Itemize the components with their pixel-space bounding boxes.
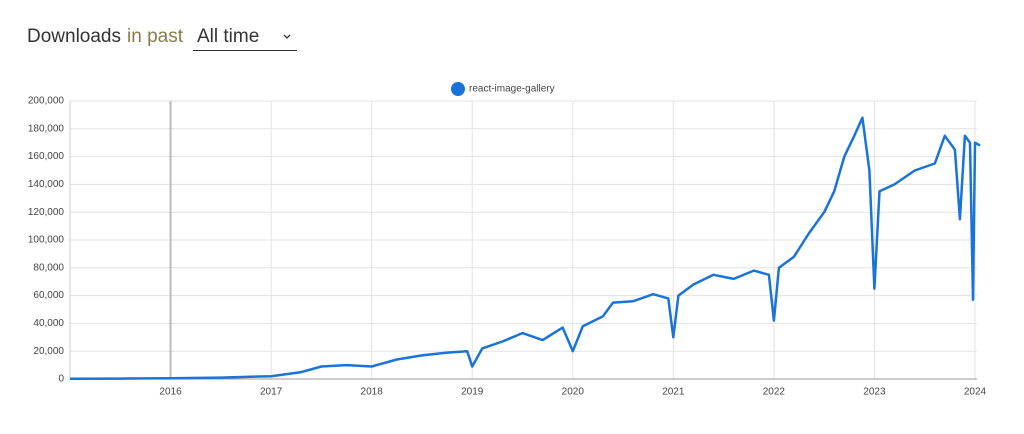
- connector: in past: [127, 26, 183, 47]
- x-tick-label: 2016: [159, 387, 182, 398]
- line: [69, 116, 981, 380]
- y-tick-label: 180,000: [28, 123, 65, 134]
- range-value: All time: [196, 26, 260, 47]
- y-tick-label: 140,000: [28, 179, 65, 190]
- range-select[interactable]: All time: [192, 26, 298, 51]
- y-tick-label: 100,000: [28, 235, 65, 246]
- y-tick-label: 0: [58, 374, 64, 385]
- y-tick-label: 60,000: [33, 290, 64, 301]
- x-tick-label: 2023: [863, 387, 886, 398]
- y-tick-label: 40,000: [33, 318, 64, 329]
- y-tick-label: 200,000: [28, 96, 65, 107]
- x-tick-label: 2018: [361, 387, 384, 398]
- chevron: [283, 34, 291, 39]
- x-tick-label: 2017: [260, 387, 283, 398]
- x-tick-label: 2021: [662, 387, 685, 398]
- x-tick-label: 2019: [461, 387, 484, 398]
- y-tick-label: 160,000: [28, 151, 65, 162]
- legend-marker: [451, 82, 465, 96]
- x-tick-label: 2020: [562, 387, 585, 398]
- legend-label: react-image-gallery: [469, 84, 555, 95]
- title: Downloads: [27, 26, 121, 47]
- y-tick-label: 20,000: [33, 346, 64, 357]
- x-tick-label: 2024: [964, 387, 987, 398]
- x-tick-label: 2022: [763, 387, 786, 398]
- y-tick-label: 120,000: [28, 207, 65, 218]
- y-tick-label: 80,000: [33, 262, 64, 273]
- header: Downloads in past All time: [27, 26, 298, 51]
